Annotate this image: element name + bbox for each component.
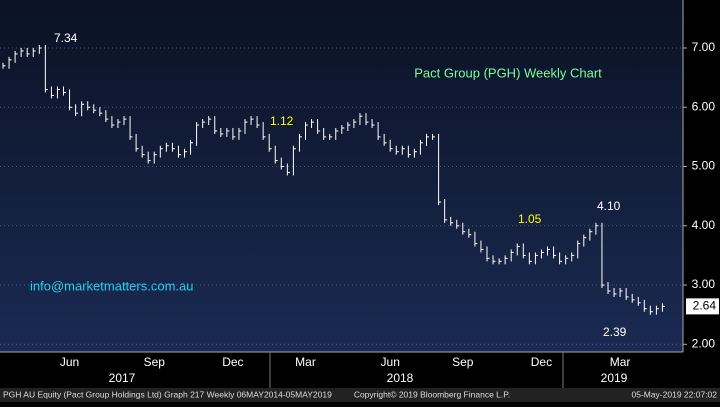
footer-left: PGH AU Equity (Pact Group Holdings Ltd) … (3, 389, 332, 399)
x-tick-label: Jun (60, 355, 79, 369)
x-tick-label: Jun (381, 355, 400, 369)
y-tick-label: 2.00 (692, 336, 716, 350)
y-tick-label: 5.00 (692, 159, 716, 173)
annotation: 2.39 (603, 325, 627, 339)
x-tick-label: Sep (452, 355, 474, 369)
chart-title: Pact Group (PGH) Weekly Chart (414, 65, 602, 80)
footer-right: 05-May-2019 22:07:02 (631, 389, 717, 399)
y-tick-label: 6.00 (692, 99, 716, 113)
plot-area (0, 0, 683, 352)
year-label: 2017 (109, 371, 136, 385)
year-label: 2019 (601, 371, 628, 385)
footer-center: Copyright© 2019 Bloomberg Finance L.P. (354, 389, 510, 399)
year-label: 2018 (387, 371, 414, 385)
x-tick-label: Sep (144, 355, 166, 369)
annotation: 4.10 (597, 199, 621, 213)
x-tick-label: Dec (222, 355, 243, 369)
y-tick-label: 4.00 (692, 218, 716, 232)
annotation: 7.34 (54, 31, 78, 45)
x-tick-label: Dec (531, 355, 552, 369)
last-price-label: 2.64 (693, 299, 717, 313)
axis-area (683, 0, 720, 352)
y-tick-label: 3.00 (692, 277, 716, 291)
annotation: 1.12 (270, 114, 294, 128)
watermark: info@marketmatters.com.au (30, 278, 193, 293)
annotation: 1.05 (518, 212, 542, 226)
footer-bar (0, 388, 720, 402)
x-tick-label: Mar (295, 355, 316, 369)
x-tick-label: Mar (610, 355, 631, 369)
y-tick-label: 7.00 (692, 40, 716, 54)
last-price-box (686, 298, 719, 315)
